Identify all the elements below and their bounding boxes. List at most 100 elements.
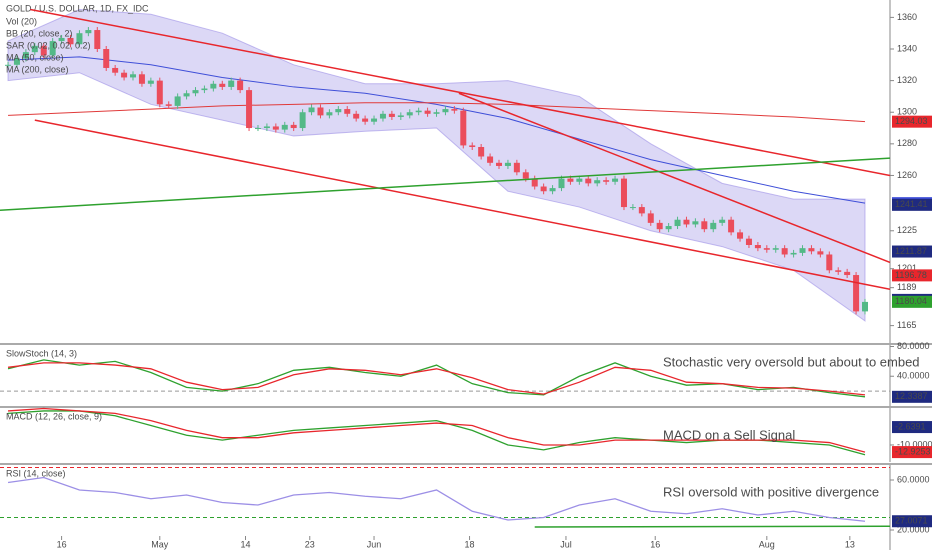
x-tick-label: 16 [650,539,660,549]
indicator-label: MA (200, close) [6,64,69,74]
price-tag-label: 12.3387 [895,391,928,401]
candle [49,41,56,56]
price-tag [892,198,932,211]
x-tick-label: 16 [57,539,67,549]
candle [683,219,690,225]
candle [272,126,279,130]
candle [504,162,511,166]
x-tick-label: Jun [367,539,382,549]
price-tag-label: 1241.41 [895,199,928,209]
candle [210,83,217,89]
candle [835,270,842,272]
candle [728,219,735,233]
candle [451,109,458,111]
x-tick-label: Aug [759,539,775,549]
candle [433,112,440,114]
candle [290,124,297,129]
candle [121,72,128,78]
candle [540,186,547,192]
price-tag [892,115,932,128]
annotation: Stochastic very oversold but about to em… [663,354,920,369]
y-tick-label: 1320 [897,75,917,85]
bollinger-band [7,8,866,322]
indicator-label: Vol (20) [6,16,37,26]
candle [763,248,770,250]
trendline [0,157,891,211]
candle [478,147,485,157]
candle [58,37,65,42]
candle [326,112,333,116]
candle [603,180,610,182]
candle [31,45,38,53]
indicator-line [7,407,866,453]
candle [371,118,378,122]
price-tag-label: 27.0071 [895,516,928,526]
candle [335,109,342,113]
chart-title: GOLD / U.S. DOLLAR, 1D, FX_IDC [6,3,149,13]
y-tick-label: 1201 [897,263,917,273]
candle [397,115,404,117]
price-tag [892,446,932,459]
candle [424,110,431,114]
candle [701,221,708,230]
candle [862,301,869,312]
candle [665,226,672,230]
candle [299,112,306,129]
candle [415,110,422,113]
candle [67,37,74,45]
candle [13,58,20,65]
y-tick-label: 1165 [897,320,916,330]
candle [263,126,270,129]
y-tick-label: 60.0000 [897,474,930,484]
price-tag-label: 1294.03 [895,116,928,126]
trendline [34,119,891,290]
candle [638,207,645,214]
price-tag-label: 1196.78 [895,270,927,280]
price-tag-label: 1180.04 [895,296,927,306]
candle [22,52,29,59]
x-tick-label: Jul [560,539,572,549]
price-tag-label: -2.6391 [895,421,926,431]
candle [567,178,574,182]
indicator-label: BB (20, close, 2) [6,28,73,38]
candle [710,222,717,230]
moving-average [8,56,866,204]
candle [469,145,476,147]
candle [219,83,226,87]
candle [629,207,636,209]
candle [853,275,860,312]
candle [844,271,851,276]
price-tag [892,390,932,403]
candle [656,222,663,230]
candle [460,110,467,146]
candle [317,107,324,116]
price-tag-label: 1211.87 [895,246,927,256]
y-tick-label: 1225 [897,225,917,235]
panel-title: RSI (14, close) [6,468,66,478]
x-tick-label: 23 [305,539,315,549]
candle [531,178,538,187]
candle [522,172,529,179]
candle [487,156,494,163]
candle [344,109,351,114]
candle [808,248,815,252]
candle [790,252,797,255]
candle [40,45,47,56]
candle [85,30,92,34]
candle [558,178,565,189]
panel-title: MACD (12, 26, close, 9) [6,411,102,421]
x-tick-label: 18 [465,539,475,549]
y-tick-label: 1189 [897,282,916,292]
trendline [534,525,891,528]
candle [692,221,699,225]
panel-title: SlowStoch (14, 3) [6,348,77,358]
candle [183,93,190,97]
candle [826,254,833,271]
y-tick-label: 20.0000 [897,524,930,534]
candle [754,245,761,249]
candle [5,64,12,66]
trendline [30,8,891,177]
candle [647,213,654,223]
candle [254,128,261,130]
candle [496,162,503,166]
